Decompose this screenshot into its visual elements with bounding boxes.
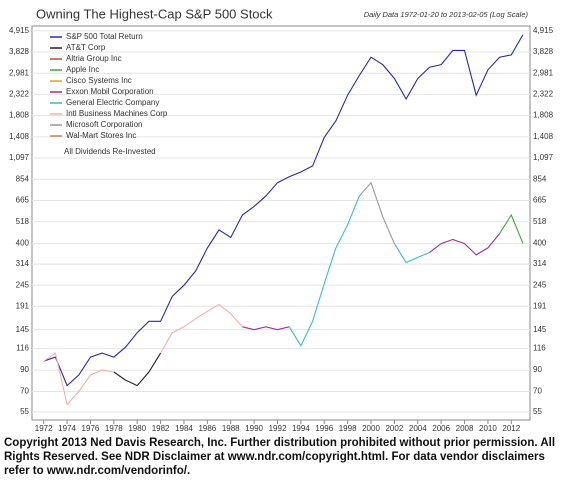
- x-tick-label: 1996: [315, 424, 333, 432]
- chart: Owning The Highest-Cap S&P 500 Stock Dai…: [9, 6, 554, 433]
- series-line: [499, 213, 524, 244]
- x-tick-label: 1998: [339, 424, 357, 432]
- y-tick-label-right: 2,322: [533, 90, 554, 99]
- annotation: All Dividends Re-Invested: [64, 147, 156, 156]
- y-tick-label-right: 854: [533, 174, 547, 183]
- y-tick-label: 90: [20, 365, 29, 374]
- x-tick-label: 2002: [385, 424, 403, 432]
- series-line: [358, 181, 395, 244]
- y-tick-label: 1,097: [9, 153, 30, 162]
- x-tick-label: 2004: [409, 424, 427, 432]
- y-tick-label: 1,408: [9, 132, 30, 141]
- series-line: [288, 195, 430, 347]
- x-tick-label: 1986: [198, 424, 216, 432]
- y-tick-label: 518: [16, 217, 30, 226]
- x-tick-label: 1978: [105, 424, 123, 432]
- legend-label: AT&T Corp: [66, 43, 106, 52]
- legend-label: S&P 500 Total Return: [66, 32, 143, 41]
- x-tick-label: 2006: [432, 424, 450, 432]
- y-tick-label-right: 70: [533, 387, 542, 396]
- x-tick-label: 1992: [269, 424, 287, 432]
- x-tick-label: 2008: [456, 424, 474, 432]
- plot-frame: [31, 25, 531, 421]
- y-tick-label-right: 1,808: [533, 111, 554, 120]
- legend-label: Microsoft Corporation: [66, 120, 142, 129]
- y-tick-label: 191: [16, 301, 30, 310]
- y-tick-label-right: 1,097: [533, 153, 554, 162]
- y-tick-label-right: 191: [533, 301, 547, 310]
- y-tick-label: 314: [16, 259, 30, 268]
- y-tick-label: 665: [16, 196, 30, 205]
- x-tick-label: 2010: [479, 424, 497, 432]
- y-tick-label-right: 3,828: [533, 47, 554, 56]
- y-tick-label: 3,828: [9, 47, 30, 56]
- y-tick-label: 2,322: [9, 90, 30, 99]
- y-tick-label-right: 518: [533, 217, 547, 226]
- y-tick-label-right: 1,408: [533, 132, 554, 141]
- x-tick-label: 1984: [175, 424, 193, 432]
- y-tick-label: 245: [16, 280, 30, 289]
- footer: Copyright 2013 Ned Davis Research, Inc. …: [4, 437, 556, 477]
- x-tick-label: 2000: [362, 424, 380, 432]
- x-tick-label: 1988: [222, 424, 240, 432]
- x-tick-label: 1990: [245, 424, 263, 432]
- y-tick-label: 55: [20, 407, 29, 416]
- y-tick-label-right: 245: [533, 280, 547, 289]
- x-tick-label: 2012: [502, 424, 520, 432]
- series-line: [43, 303, 243, 406]
- y-tick-label-right: 116: [533, 344, 546, 353]
- y-tick-label-right: 145: [533, 325, 547, 334]
- legend-label: Cisco Systems Inc: [66, 76, 132, 85]
- series-line: [242, 233, 501, 331]
- y-tick-label: 2,981: [9, 68, 30, 77]
- legend-label: Intl Business Machines Corp: [66, 109, 168, 118]
- legend-label: Apple Inc: [66, 65, 99, 74]
- x-tick-label: 1994: [292, 424, 310, 432]
- chart-title: Owning The Highest-Cap S&P 500 Stock: [36, 6, 273, 21]
- y-tick-label-right: 665: [533, 196, 547, 205]
- y-tick-label-right: 2,981: [533, 68, 554, 77]
- y-tick-label-right: 314: [533, 259, 547, 268]
- series-line: [43, 34, 524, 387]
- y-tick-label-right: 4,915: [533, 26, 554, 35]
- y-tick-label: 4,915: [9, 26, 30, 35]
- y-tick-label: 854: [16, 174, 30, 183]
- legend-label: Altria Group Inc: [66, 54, 122, 63]
- legend-label: General Electric Company: [66, 98, 159, 107]
- y-tick-label: 1,808: [9, 111, 30, 120]
- legend-label: Exxon Mobil Corporation: [66, 87, 154, 96]
- x-tick-label: 1980: [128, 424, 146, 432]
- y-tick-label: 145: [16, 325, 30, 334]
- legend-label: Wal-Mart Stores Inc: [66, 131, 136, 140]
- series-line: [113, 352, 162, 387]
- x-tick-label: 1972: [35, 424, 53, 432]
- x-tick-label: 1976: [82, 424, 100, 432]
- y-tick-label-right: 400: [533, 239, 547, 248]
- y-tick-label-right: 55: [533, 407, 542, 416]
- x-tick-label: 1974: [58, 424, 76, 432]
- chart-subtitle: Daily Data 1972-01-20 to 2013-02-05 (Log…: [364, 10, 529, 19]
- y-tick-label: 400: [16, 239, 30, 248]
- x-tick-label: 1982: [152, 424, 170, 432]
- y-tick-label: 70: [20, 387, 29, 396]
- y-tick-label-right: 90: [533, 365, 542, 374]
- y-tick-label: 116: [16, 344, 29, 353]
